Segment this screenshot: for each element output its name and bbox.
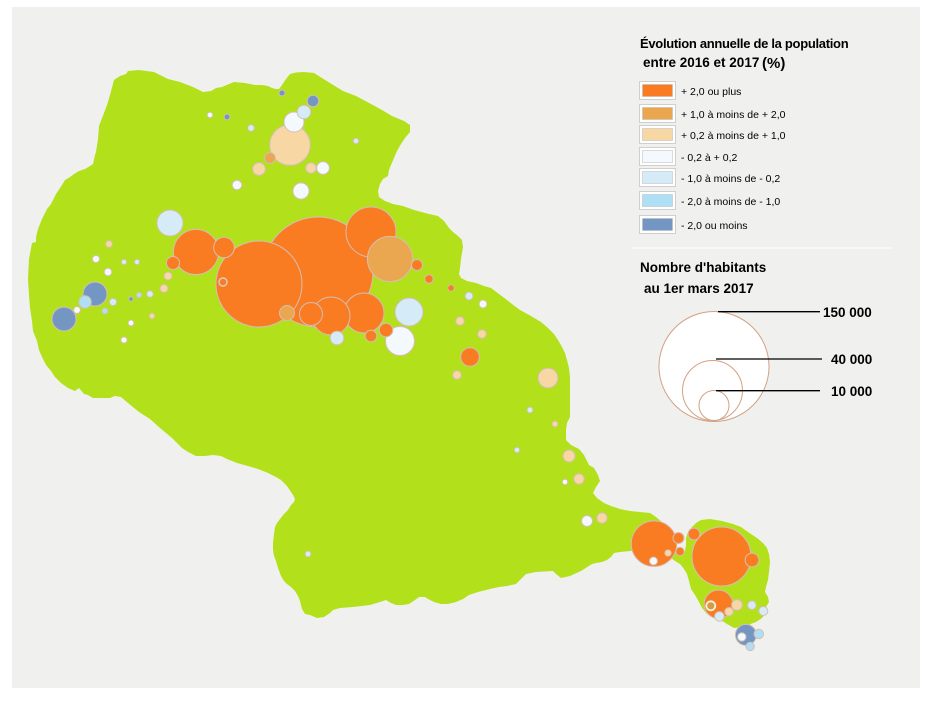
svg-text:au 1er mars 2017: au 1er mars 2017 <box>644 281 754 296</box>
svg-text:(%): (%) <box>762 55 785 72</box>
svg-text:+ 0,2 à moins de + 1,0: + 0,2 à moins de + 1,0 <box>681 130 786 142</box>
svg-text:150 000: 150 000 <box>823 305 872 320</box>
svg-text:- 1,0 à moins de - 0,2: - 1,0 à moins de - 0,2 <box>681 173 780 185</box>
svg-text:40 000: 40 000 <box>831 352 872 367</box>
svg-text:- 2,0 ou moins: - 2,0 ou moins <box>681 220 748 232</box>
svg-text:Nombre d'habitants: Nombre d'habitants <box>640 260 766 275</box>
svg-text:Évolution annuelle de la popul: Évolution annuelle de la population <box>640 36 849 51</box>
svg-text:entre 2016 et 2017: entre 2016 et 2017 <box>643 55 759 70</box>
svg-text:+ 1,0 à moins de + 2,0: + 1,0 à moins de + 2,0 <box>681 109 786 121</box>
svg-text:+ 2,0 ou plus: + 2,0 ou plus <box>681 86 741 98</box>
svg-text:- 0,2 à + 0,2: - 0,2 à + 0,2 <box>681 152 737 164</box>
svg-text:10 000: 10 000 <box>831 384 872 399</box>
svg-text:- 2,0 à moins de - 1,0: - 2,0 à moins de - 1,0 <box>681 196 780 208</box>
